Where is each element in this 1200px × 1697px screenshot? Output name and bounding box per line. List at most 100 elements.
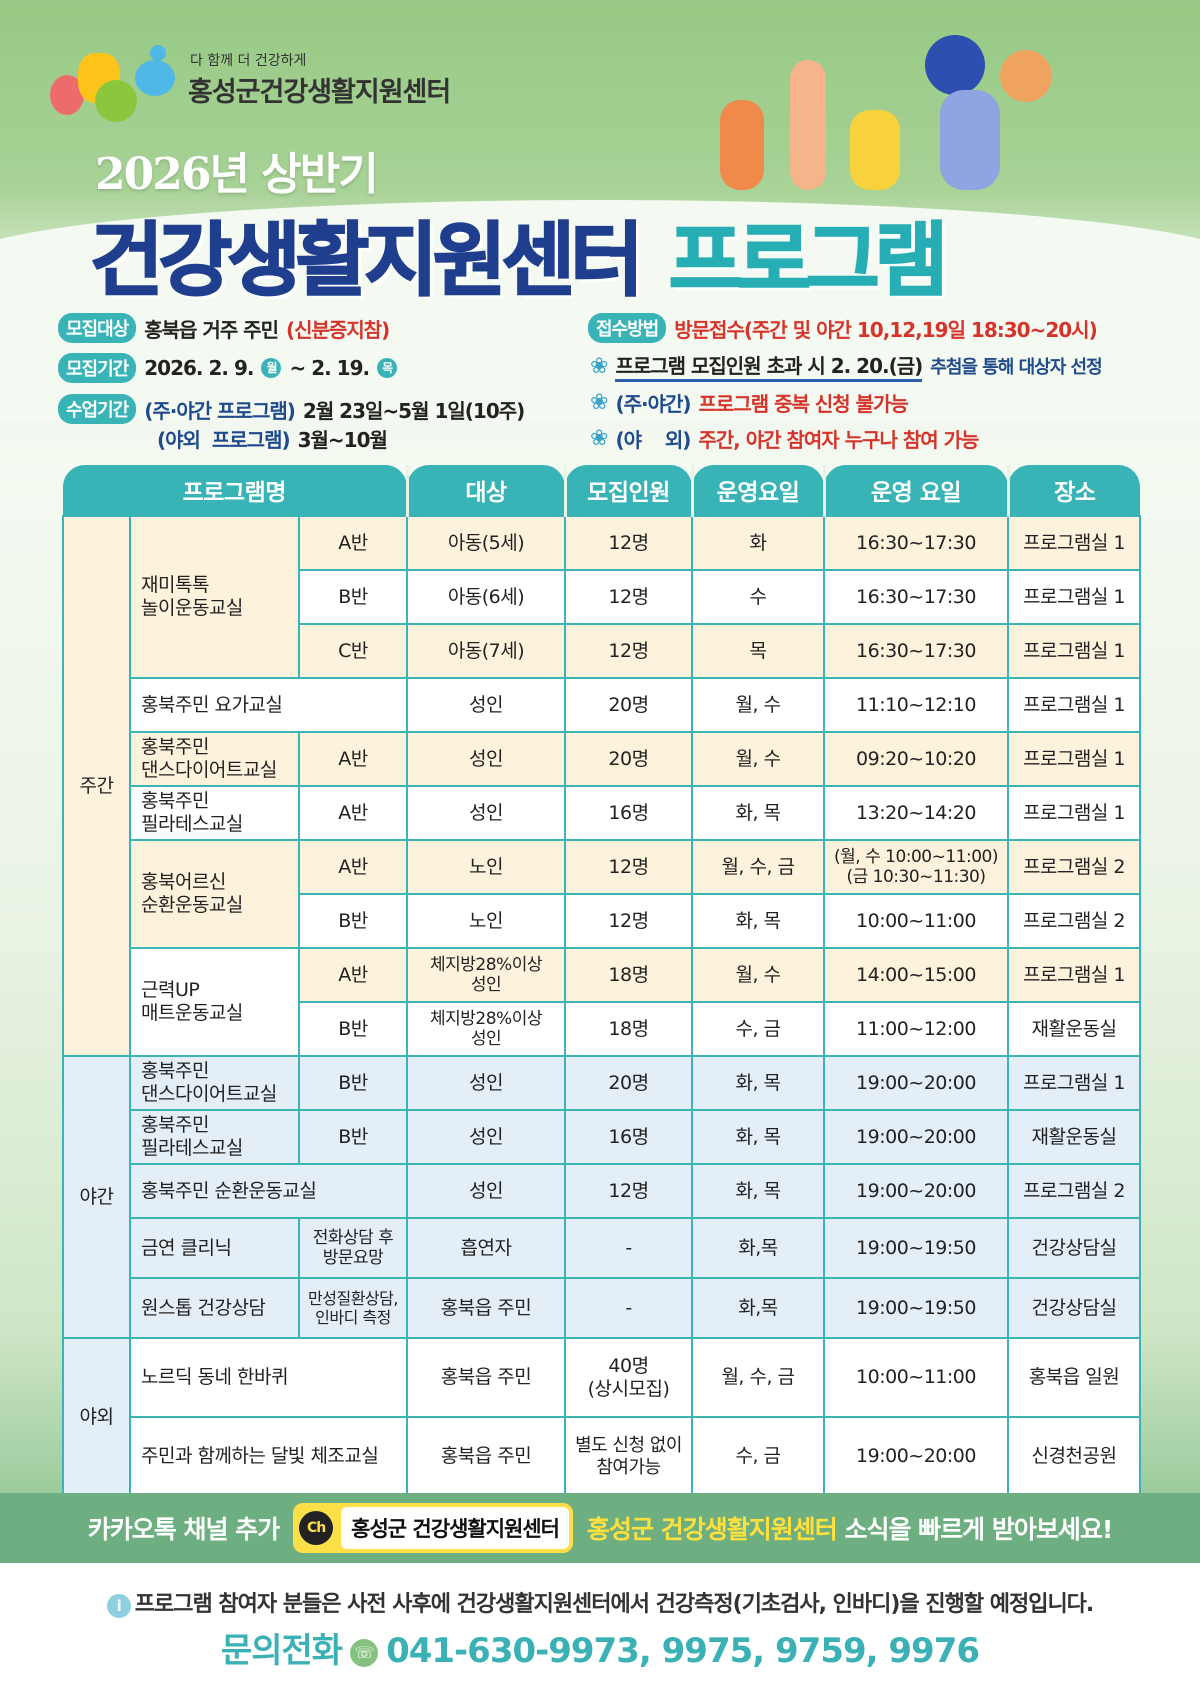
note-lottery: ❀ 프로그램 모집인원 초과 시 2. 20.(금) 추첨을 통해 대상자 선정 (590, 350, 1103, 382)
table-row: 금연 클리닉 전화상담 후 방문요망 흡연자 - 화,목 19:00~19:50… (63, 1217, 1141, 1279)
class-sub: 만성질환상담, 인바디 측정 (298, 1277, 408, 1339)
time: (월, 수 10:00~11:00) (금 10:30~11:30) (823, 839, 1009, 895)
table-row: 홍북주민 순환운동교실 성인 12명 화, 목 19:00~20:00 프로그램… (63, 1163, 1141, 1219)
count: 12명 (564, 893, 693, 949)
time: 11:00~12:00 (823, 1001, 1009, 1057)
days: 화, 목 (691, 893, 825, 949)
class-sub: B반 (298, 569, 408, 625)
phone-number[interactable]: 041-630-9973, 9975, 9759, 9976 (386, 1631, 980, 1671)
method-value: 방문접수(주간 및 야간 10,12,19일 18:30~20시) (674, 317, 1097, 342)
logo-center-name: 홍성군건강생활지원센터 (188, 77, 451, 108)
time: 11:10~12:10 (823, 677, 1009, 733)
kakao-channel-icon: Ch (299, 1511, 334, 1545)
place: 프로그램실 1 (1007, 569, 1141, 625)
days: 월, 수, 금 (691, 1337, 825, 1418)
count: 12명 (564, 1163, 693, 1219)
table-row: C반 아동(7세) 12명 목 16:30~17:30 프로그램실 1 (63, 623, 1141, 679)
badge-method: 접수방법 (588, 313, 667, 343)
place: 프로그램실 1 (1007, 731, 1141, 787)
time: 09:20~10:20 (823, 731, 1009, 787)
kakao-suffix: 소식을 빠르게 받아보세요! (844, 1515, 1113, 1544)
header-count: 모집인원 (563, 465, 692, 516)
target: 성인 (406, 1109, 566, 1165)
class-sub: B반 (298, 1001, 408, 1057)
time: 19:00~20:00 (823, 1416, 1009, 1497)
program-name: 원스톱 건강상담 (129, 1277, 300, 1339)
character-illustration (850, 110, 900, 190)
info-period: 모집기간 2026. 2. 9. 월 ~ 2. 19. 목 (58, 353, 398, 383)
kakao-banner: 카카오톡 채널 추가 Ch 홍성군 건강생활지원센터 홍성군 건강생활지원센터 … (0, 1493, 1200, 1563)
note-duplicate: ❀ (주·야간) 프로그램 중복 신청 불가능 (590, 388, 909, 417)
class-sub: B반 (298, 1055, 408, 1111)
count: 16명 (564, 1109, 693, 1165)
class-sub: C반 (298, 623, 408, 679)
place: 재활운동실 (1007, 1109, 1141, 1165)
count: 40명 (상시모집) (564, 1337, 693, 1418)
place: 프로그램실 1 (1007, 785, 1141, 841)
count: 18명 (564, 947, 693, 1003)
time: 16:30~17:30 (823, 623, 1009, 679)
time: 19:00~19:50 (823, 1277, 1009, 1339)
place: 재활운동실 (1007, 1001, 1141, 1057)
days: 화,목 (691, 1217, 825, 1279)
table-row: 홍북주민 요가교실 성인 20명 월, 수 11:10~12:10 프로그램실 … (63, 677, 1141, 733)
target: 체지방28%이상 성인 (406, 947, 566, 1003)
header-program: 프로그램명 (63, 465, 407, 516)
target-value: 홍북읍 거주 주민 (144, 317, 279, 342)
program-name: 홍북주민 요가교실 (129, 677, 408, 733)
kakao-channel-button[interactable]: Ch 홍성군 건강생활지원센터 (293, 1503, 573, 1553)
days: 월, 수 (691, 677, 825, 733)
table-row: 홍북주민 필라테스교실 A반 성인 16명 화, 목 13:20~14:20 프… (63, 785, 1141, 841)
period-start: 2026. 2. 9. (144, 356, 254, 380)
header-target: 대상 (405, 465, 565, 516)
target: 노인 (406, 839, 566, 895)
page-title: 건강생활지원센터 프로그램 (89, 196, 949, 312)
count: 12명 (564, 623, 693, 679)
program-name: 홍북주민 순환운동교실 (129, 1163, 408, 1219)
period-end: ~ 2. 19. (289, 356, 370, 380)
count: 12명 (564, 515, 693, 571)
ball-illustration (925, 35, 985, 95)
phone-label: 문의전화 (220, 1631, 343, 1671)
period-end-day: 목 (377, 358, 398, 378)
class-line2-value: 3월~10월 (297, 428, 388, 452)
note-lottery-b: 추첨을 통해 대상자 선정 (930, 357, 1102, 378)
program-table: 프로그램명 대상 모집인원 운영요일 운영 요일 장소 주간 재미톡톡 놀이운동… (62, 465, 1141, 1497)
contact-phone: 문의전화 ☏ 041-630-9973, 9975, 9759, 9976 (0, 1623, 1200, 1672)
program-name: 주민과 함께하는 달빛 체조교실 (129, 1416, 408, 1497)
program-name: 근력UP 매트운동교실 (129, 947, 300, 1057)
character-illustration (720, 100, 764, 190)
table-header: 프로그램명 대상 모집인원 운영요일 운영 요일 장소 (63, 465, 1140, 516)
target: 노인 (406, 893, 566, 949)
header-time: 운영 요일 (822, 465, 1008, 516)
place: 프로그램실 2 (1007, 1163, 1141, 1219)
title-main: 건강생활지원센터 (89, 213, 645, 308)
table-row: 야외 노르딕 동네 한바퀴 홍북읍 주민 40명 (상시모집) 월, 수, 금 … (62, 1337, 1141, 1497)
note-duplicate-b: 프로그램 중복 신청 불가능 (698, 392, 909, 416)
time: 19:00~20:00 (823, 1055, 1009, 1111)
days: 화, 목 (691, 785, 825, 841)
table-row: 야간 홍북주민 댄스다이어트교실 B반 성인 20명 화, 목 19:00~20… (62, 1055, 1141, 1339)
program-name: 재미톡톡 놀이운동교실 (129, 515, 300, 679)
class-sub: A반 (298, 839, 408, 895)
target: 체지방28%이상 성인 (406, 1001, 566, 1057)
days: 화 (691, 515, 825, 571)
note-outdoor-a: (야 외) (615, 428, 691, 452)
flower-icon: ❀ (590, 353, 608, 379)
time: 10:00~11:00 (823, 893, 1009, 949)
program-name: 홍북주민 댄스다이어트교실 (129, 1055, 300, 1111)
kakao-channel-name: 홍성군 건강생활지원센터 (341, 1507, 569, 1549)
footer-note: i 프로그램 참여자 분들은 사전 사후에 건강생활지원센터에서 건강측정(기초검… (0, 1586, 1200, 1618)
phone-icon: ☏ (350, 1638, 379, 1667)
character-illustration (940, 90, 1000, 190)
place: 프로그램실 1 (1007, 947, 1141, 1003)
flower-icon: ❀ (590, 390, 608, 415)
table-row: 홍북주민 필라테스교실 B반 성인 16명 화, 목 19:00~20:00 재… (63, 1109, 1141, 1165)
count: 12명 (564, 569, 693, 625)
ball-illustration (1000, 50, 1052, 102)
info-target: 모집대상 홍북읍 거주 주민 (신분증지참) (58, 313, 390, 343)
target: 홍북읍 주민 (406, 1337, 566, 1418)
class-line1-label: (주·야간 프로그램) (144, 398, 296, 423)
class-line2-label: (야외 프로그램) (157, 428, 291, 452)
place: 건강상담실 (1007, 1277, 1141, 1339)
